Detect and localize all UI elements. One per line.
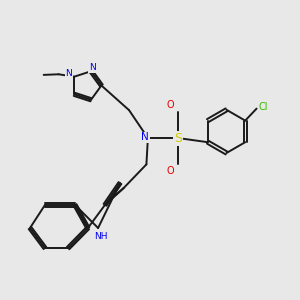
Text: NH: NH [94, 232, 108, 241]
Text: Cl: Cl [259, 102, 268, 112]
Text: O: O [167, 166, 174, 176]
Text: S: S [174, 131, 182, 145]
Text: N: N [65, 69, 72, 78]
Text: N: N [141, 132, 149, 142]
Text: N: N [89, 63, 96, 72]
Text: O: O [167, 100, 174, 110]
